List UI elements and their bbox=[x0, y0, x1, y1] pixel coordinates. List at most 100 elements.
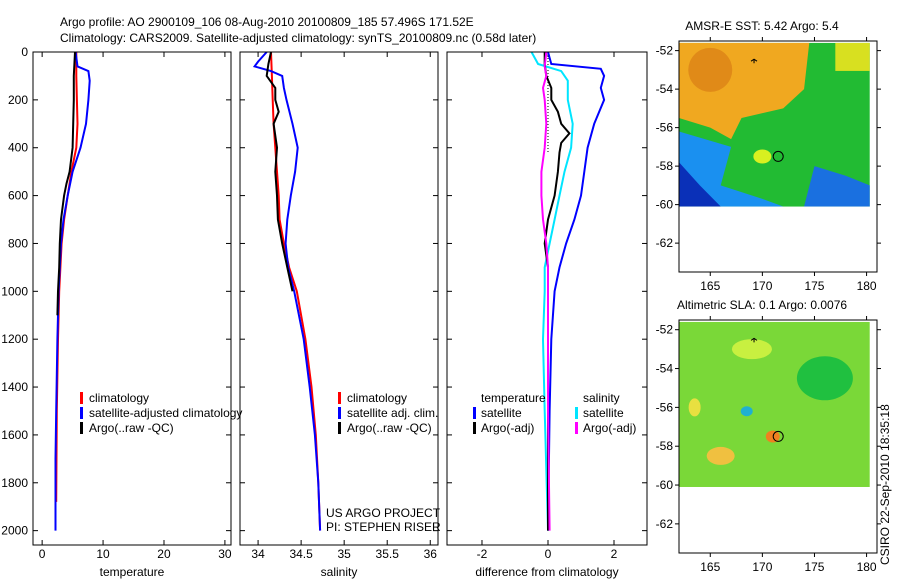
warm-eddy bbox=[753, 149, 772, 164]
series-line-salinity-argo-adj- bbox=[540, 51, 551, 531]
series-line-satellite-adj-clim- bbox=[252, 51, 322, 531]
y-tick-label: 2000 bbox=[1, 524, 28, 538]
y-tick-label: 1600 bbox=[1, 428, 28, 442]
project-annotation: US ARGO PROJECT bbox=[326, 506, 441, 520]
legend-clip bbox=[440, 385, 446, 435]
series-line-argo-raw-qc- bbox=[265, 51, 294, 292]
x-axis-label: temperature bbox=[100, 565, 165, 579]
map-y-tick-label: -56 bbox=[656, 121, 674, 135]
panel-frame-salinity bbox=[239, 51, 439, 546]
x-tick-label: 34.5 bbox=[289, 547, 313, 561]
y-tick-label: 0 bbox=[21, 45, 28, 59]
map-y-tick-label: -62 bbox=[656, 236, 674, 250]
legend-swatch bbox=[80, 422, 83, 434]
argo-position-marker bbox=[772, 430, 784, 442]
map-y-tick-label: -54 bbox=[656, 362, 674, 376]
high-region bbox=[731, 339, 772, 360]
map-x-tick-label: 180 bbox=[857, 279, 877, 293]
legend-label: satellite adj. clim. bbox=[347, 406, 438, 420]
title-line-1: Argo profile: AO 2900109_106 08-Aug-2010… bbox=[60, 15, 474, 29]
map-x-tick-label: 170 bbox=[752, 279, 772, 293]
legend-swatch bbox=[338, 407, 341, 419]
legend-title: salinity bbox=[583, 391, 620, 405]
series-line-climatology bbox=[270, 51, 322, 531]
footer-stamp: CSIRO 22-Sep-2010 18:35:18 bbox=[878, 404, 892, 565]
map-y-tick-label: -58 bbox=[656, 439, 674, 453]
y-tick-label: 600 bbox=[8, 189, 28, 203]
series-line-salinity-satellite bbox=[530, 51, 574, 531]
warm-patch-east bbox=[835, 42, 870, 71]
map-x-tick-label: 170 bbox=[752, 560, 772, 574]
legend-label: Argo(-adj) bbox=[583, 421, 636, 435]
x-tick-label: 34 bbox=[251, 547, 265, 561]
legend-label: climatology bbox=[89, 391, 149, 405]
legend-label: satellite-adjusted climatology bbox=[89, 406, 242, 420]
x-tick-label: 10 bbox=[96, 547, 110, 561]
series-line-satellite-adjusted-climatology bbox=[54, 51, 91, 531]
y-tick-label: 800 bbox=[8, 236, 28, 250]
panel-temperature-bg bbox=[33, 52, 231, 545]
x-tick-label: 0 bbox=[545, 547, 552, 561]
map-x-tick-label: 175 bbox=[804, 279, 824, 293]
x-axis-label: difference from climatology bbox=[475, 565, 618, 579]
x-tick-label: -2 bbox=[477, 547, 488, 561]
map-image-sst_map bbox=[679, 42, 870, 207]
panel-frame-temperature bbox=[32, 51, 232, 546]
panel-salinity-bg bbox=[240, 52, 438, 545]
map-y-tick-label: -60 bbox=[656, 198, 674, 212]
map-frame-sst_map bbox=[678, 40, 878, 273]
x-tick-label: 2 bbox=[611, 547, 618, 561]
x-tick-label: 30 bbox=[218, 547, 232, 561]
argo-position-marker bbox=[772, 150, 784, 162]
eddy-low bbox=[740, 406, 753, 417]
map-y-tick-label: -58 bbox=[656, 159, 674, 173]
y-tick-label: 1400 bbox=[1, 380, 28, 394]
legend-label: Argo(..raw -QC) bbox=[347, 421, 432, 435]
x-axis-label: salinity bbox=[321, 565, 358, 579]
map-image-sla_map bbox=[679, 321, 870, 487]
cold-region-east bbox=[804, 166, 870, 207]
legend-label: satellite bbox=[583, 406, 624, 420]
legend-label: Argo(-adj) bbox=[481, 421, 534, 435]
legend-swatch bbox=[338, 422, 341, 434]
low-region bbox=[796, 356, 853, 401]
sla-field bbox=[679, 321, 870, 487]
x-tick-label: 36 bbox=[424, 547, 438, 561]
y-tick-label: 1000 bbox=[1, 284, 28, 298]
map-x-tick-label: 175 bbox=[804, 560, 824, 574]
y-tick-label: 200 bbox=[8, 93, 28, 107]
legend-swatch bbox=[575, 407, 578, 419]
y-tick-label: 1800 bbox=[1, 476, 28, 490]
legend-title: temperature bbox=[481, 391, 546, 405]
legend-swatch bbox=[80, 392, 83, 404]
map-x-tick-label: 180 bbox=[857, 560, 877, 574]
x-tick-label: 0 bbox=[39, 547, 46, 561]
legend-swatch bbox=[473, 422, 476, 434]
x-tick-label: 35 bbox=[337, 547, 351, 561]
project-annotation: PI: STEPHEN RISER bbox=[326, 520, 441, 534]
map-y-tick-label: -60 bbox=[656, 478, 674, 492]
map-x-tick-label: 165 bbox=[700, 279, 720, 293]
map-y-tick-label: -62 bbox=[656, 517, 674, 531]
cold-region bbox=[679, 131, 784, 207]
panel-frame-difference bbox=[446, 51, 648, 546]
legend-label: satellite bbox=[481, 406, 522, 420]
map-y-tick-label: -52 bbox=[656, 44, 674, 58]
y-tick-label: 1200 bbox=[1, 332, 28, 346]
map-y-tick-label: -52 bbox=[656, 323, 674, 337]
map-y-tick-label: -56 bbox=[656, 400, 674, 414]
coldest-region bbox=[679, 162, 721, 207]
float-track-marker bbox=[750, 337, 758, 343]
series-line-temperature-satellite bbox=[547, 51, 606, 531]
title-line-2: Climatology: CARS2009. Satellite-adjuste… bbox=[60, 31, 536, 45]
map-title: AMSR-E SST: 5.42 Argo: 5.4 bbox=[685, 19, 839, 33]
warmest-region bbox=[688, 47, 733, 92]
map-x-tick-label: 165 bbox=[700, 560, 720, 574]
map-y-tick-label: -54 bbox=[656, 82, 674, 96]
legend-label: Argo(..raw -QC) bbox=[89, 421, 174, 435]
x-tick-label: 35.5 bbox=[376, 547, 400, 561]
x-tick-label: 20 bbox=[157, 547, 171, 561]
legend-label: climatology bbox=[347, 391, 407, 405]
y-tick-label: 400 bbox=[8, 141, 28, 155]
